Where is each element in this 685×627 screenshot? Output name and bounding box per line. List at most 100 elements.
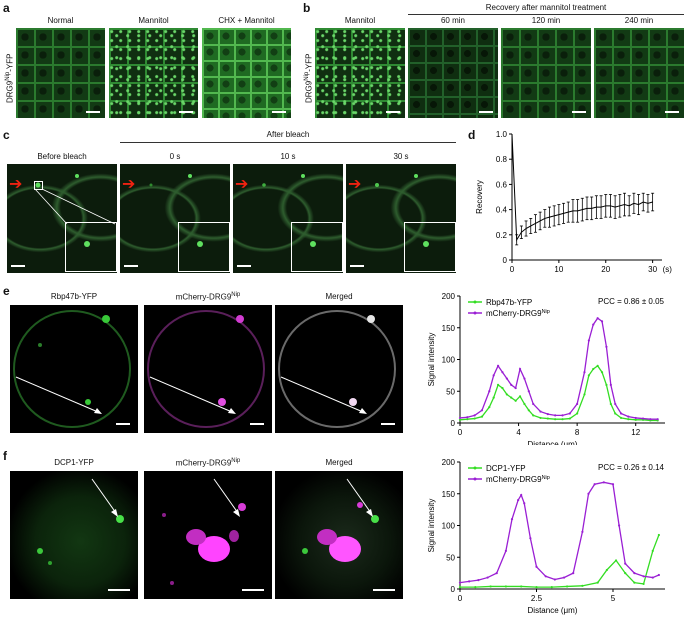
- chart-e-data-point: [592, 323, 595, 326]
- chart-e-data-point: [480, 415, 484, 418]
- panel-b-caption-mannitol: Mannitol: [344, 16, 376, 25]
- chart-f-data-point: [565, 585, 569, 588]
- chart-e-data-point: [539, 416, 542, 420]
- chart-f-data-point: [458, 581, 462, 584]
- panel-d-label: d: [468, 128, 476, 142]
- chart-f-legend-label: DCP1-YFP: [486, 464, 526, 473]
- chart-e-y-tick-label: 200: [442, 292, 456, 301]
- chart-e-data-point: [527, 409, 530, 412]
- chart-e-data-point: [480, 409, 484, 412]
- chart-e-data-point: [627, 415, 630, 418]
- x-tick-label: 0: [510, 265, 515, 274]
- chart-f-data-point: [486, 576, 489, 579]
- panel-a-label: a: [3, 1, 10, 15]
- frap-0s: ➔: [120, 164, 230, 273]
- chart-f-data-point: [633, 581, 636, 584]
- recovery-line: [511, 133, 653, 242]
- micrograph-mannitol: [109, 28, 198, 118]
- panel-c-caption-30s: 30 s: [393, 152, 409, 161]
- intensity-chart-f: 0 50 100 150 200 0 2.5 5 Distance (μm) Signal int…: [427, 458, 665, 615]
- y-tick-label: 0.4: [496, 206, 508, 215]
- recovery-chart: 0 0.2 0.4 0.6 0.8 1.0 0 10 20 30 (s) Recovery: [475, 130, 672, 274]
- chart-e-data-point: [619, 412, 623, 415]
- red-arrow-icon: ➔: [348, 176, 362, 193]
- chart-e-data-point: [532, 402, 535, 406]
- chart-f-series-line: [459, 481, 660, 584]
- panel-a-caption-chx: CHX + Mannitol: [218, 16, 275, 25]
- chart-f-data-point: [544, 575, 547, 578]
- panel-f-caption-merged: Merged: [325, 458, 353, 467]
- chart-f-data-point: [605, 568, 608, 572]
- chart-e-data-point: [583, 393, 586, 396]
- panel-b-caption-60: 60 min: [440, 16, 465, 25]
- chart-e-data-point: [596, 364, 599, 367]
- panel-a-ylabel: DRG9Nip-YFP: [5, 53, 15, 103]
- chart-f-data-point: [618, 524, 621, 527]
- panel-c-caption-before: Before bleach: [37, 152, 87, 161]
- panel-e-caption-rbp: Rbp47b-YFP: [50, 292, 98, 301]
- chart-f-data-point: [477, 579, 480, 582]
- chart-f-y-tick-label: 50: [446, 553, 455, 562]
- x-tick-label: 10: [554, 265, 563, 274]
- micrograph-b-60min: [408, 28, 498, 118]
- chart-e-y-axis-label: Signal intensity: [427, 333, 436, 387]
- chart-e-data-point: [605, 345, 608, 348]
- chart-f-data-point: [553, 578, 556, 581]
- chart-e-data-point: [518, 395, 522, 398]
- chart-e-data-point: [473, 417, 476, 420]
- panel-e-caption-mcherry: mCherry-DRG9Nip: [175, 292, 241, 302]
- chart-e-x-tick-label: 0: [458, 428, 463, 437]
- chart-f-data-point: [651, 576, 654, 579]
- chart-f-data-point: [633, 572, 636, 575]
- chart-e-data-point: [505, 377, 508, 380]
- chart-f-data-point: [562, 576, 566, 579]
- panel-b-ylabel: DRG9Nip-YFP: [304, 53, 314, 103]
- panel-a-caption-normal: Normal: [47, 16, 74, 25]
- chart-f-data-point: [517, 499, 520, 502]
- panel-b-group-line: [408, 14, 684, 15]
- micrograph-normal: [16, 28, 105, 118]
- chart-f-data-point: [535, 565, 538, 568]
- chart-f-data-point: [504, 549, 507, 552]
- chart-f-data-point: [468, 580, 471, 583]
- chart-f-y-axis-label: Signal intensity: [427, 499, 436, 553]
- chart-e-data-point: [458, 418, 462, 421]
- chart-e-data-point: [568, 417, 571, 420]
- chart-f-y-tick-label: 200: [442, 458, 456, 467]
- chart-f-data-point: [523, 502, 526, 505]
- chart-e-data-point: [514, 386, 517, 390]
- chart-f-data-point: [602, 481, 605, 484]
- chart-f-legend-label: mCherry-DRG9Nip: [486, 475, 550, 484]
- chart-e-data-point: [492, 396, 495, 399]
- chart-f-data-point: [657, 533, 660, 537]
- chart-e-data-point: [614, 402, 617, 406]
- frap-10s: ➔: [233, 164, 343, 273]
- chart-e-data-point: [592, 367, 595, 371]
- chart-e-data-point: [627, 418, 630, 421]
- chart-f-data-point: [489, 585, 492, 588]
- micrograph-e-rbp47b: [10, 305, 138, 433]
- chart-f-series-line: [460, 534, 660, 588]
- chart-e-data-point: [473, 414, 476, 417]
- chart-e-data-point: [609, 383, 612, 386]
- chart-e-y-tick-label: 0: [451, 419, 456, 428]
- chart-e-data-point: [609, 402, 612, 406]
- panel-b-caption-120: 120 min: [531, 16, 561, 25]
- panel-f-caption-dcp1: DCP1-YFP: [54, 458, 94, 467]
- chart-e-data-point: [496, 383, 500, 386]
- micrograph-b-mannitol: [315, 28, 405, 118]
- chart-e-data-point: [600, 320, 604, 323]
- red-arrow-icon: ➔: [9, 176, 23, 193]
- intensity-chart-e: 0 50 100 150 200 0 4 8 12 Distance (μm) Signal int…: [427, 292, 665, 445]
- chart-f-y-tick-label: 0: [451, 585, 456, 594]
- chart-e-y-tick-label: 50: [446, 387, 455, 396]
- panel-c-group-line: [120, 142, 456, 143]
- y-tick-label: 1.0: [496, 130, 508, 139]
- chart-f-data-point: [581, 530, 584, 533]
- chart-e-data-point: [587, 339, 590, 342]
- y-axis-label: Recovery: [475, 180, 484, 214]
- y-tick-label: 0.6: [496, 180, 508, 189]
- chart-e-data-point: [576, 402, 579, 406]
- chart-f-data-point: [596, 581, 599, 584]
- chart-e-data-point: [554, 414, 557, 417]
